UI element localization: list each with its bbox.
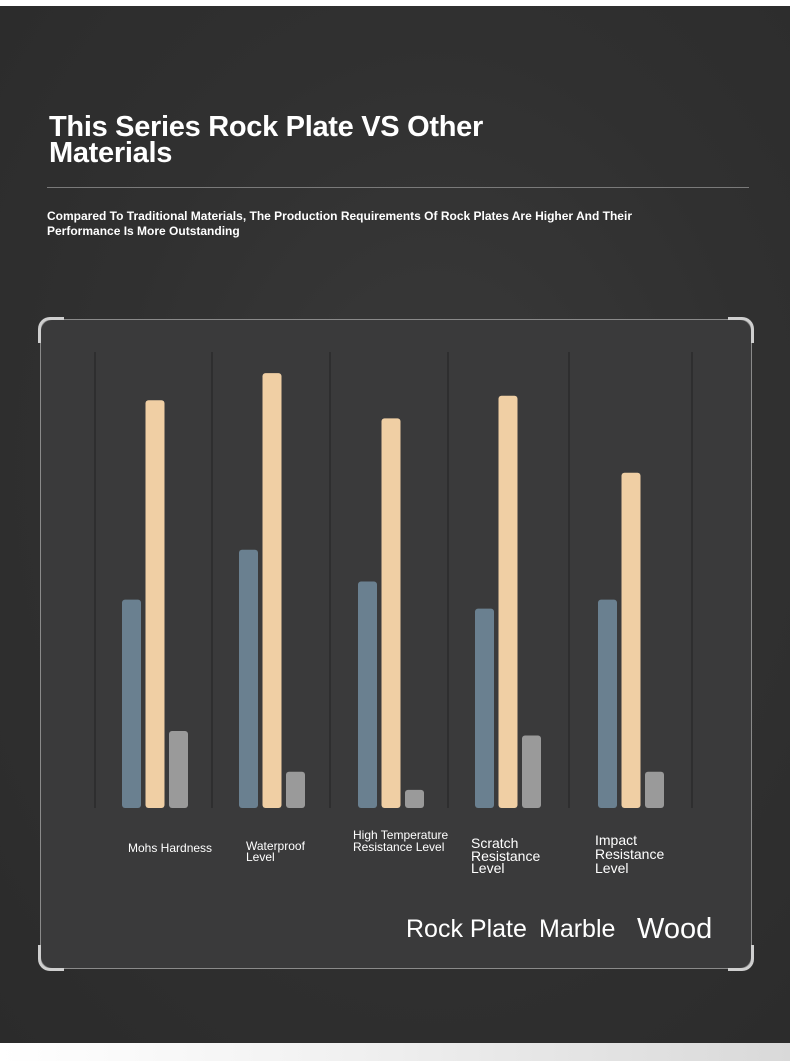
bar-rock-plate-mohs-hardness [122, 599, 141, 808]
category-label-mohs-hardness: Mohs Hardness [128, 841, 213, 855]
bar-rock-plate-scratch-resistance-level [475, 608, 494, 808]
bar-marble-waterproof-level [262, 373, 282, 808]
bar-wood-scratch-resistance-level [522, 735, 541, 808]
legend-wood: Wood [637, 913, 713, 945]
category-label-waterproof-level: Waterproof Level [246, 839, 305, 864]
frame-corner-bottom-right [728, 945, 754, 971]
bar-marble-scratch-resistance-level [498, 395, 518, 808]
frame-corner-top-right [728, 317, 754, 343]
page-title: This Series Rock Plate VS Other Material… [49, 111, 483, 169]
title-divider [47, 187, 749, 188]
bar-marble-high-temperature-resistance-level [381, 418, 401, 808]
bar-wood-waterproof-level [286, 771, 305, 808]
bar-wood-mohs-hardness [169, 730, 188, 808]
bar-rock-plate-impact-resistance-level [598, 599, 617, 808]
frame-corner-top-left [38, 317, 64, 343]
frame-corner-bottom-left [38, 945, 64, 971]
category-label-high-temperature-resistance: High Temperature Resistance Level [353, 828, 449, 854]
category-label-scratch-resistance: Scratch Resistance Level [471, 835, 541, 876]
bar-marble-impact-resistance-level [621, 472, 641, 808]
page-subtitle: Compared To Traditional Materials, The P… [47, 209, 632, 238]
bar-rock-plate-waterproof-level [239, 549, 258, 808]
legend-marble: Marble [539, 915, 616, 943]
bar-rock-plate-high-temperature-resistance-level [358, 581, 377, 808]
category-label-impact-resistance: Impact Resistance Level [595, 832, 665, 876]
bar-wood-high-temperature-resistance-level [405, 789, 424, 808]
bar-wood-impact-resistance-level [645, 771, 664, 808]
legend-rock-plate: Rock Plate [406, 915, 527, 943]
bottom-strip [0, 1043, 790, 1061]
bar-marble-mohs-hardness [145, 400, 165, 808]
